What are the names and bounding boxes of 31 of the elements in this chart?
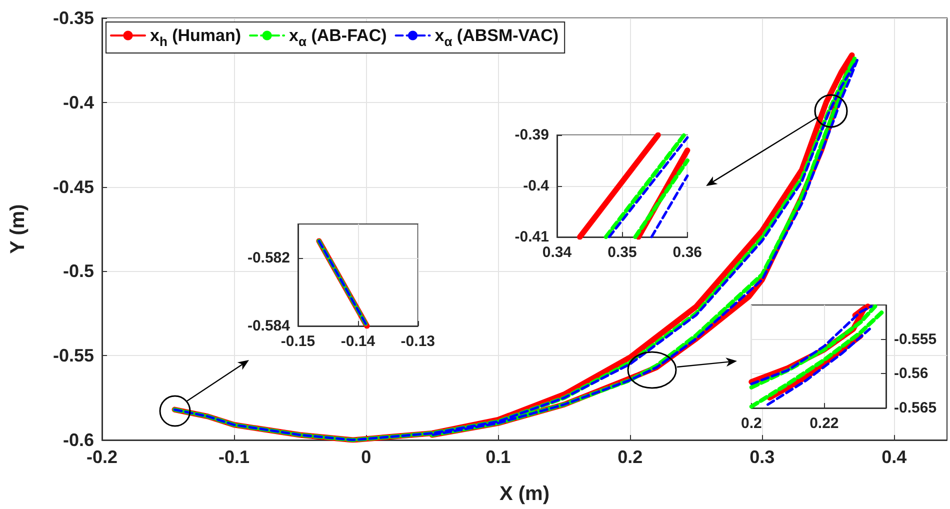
x-tick-label: 0.36 [672,244,702,261]
x-tick-label: -0.15 [280,333,316,350]
y-tick-label: -0.6 [62,430,94,450]
y-tick-label: -0.5 [62,261,94,282]
y-tick-label: -0.41 [514,228,549,246]
x-tick-label: 0.22 [810,415,839,432]
x-tick-label: 0.1 [486,447,511,467]
y-tick-label: -0.45 [52,176,94,197]
x-tick-label: 0.3 [750,447,775,467]
y-axis-title: Y (m) [7,204,29,254]
y-tick-label: -0.582 [247,250,290,266]
x-tick-label: -0.2 [86,447,118,467]
y-tick-label: -0.55 [52,346,94,366]
x-tick-label: -0.14 [340,333,376,350]
x-tick-label: 0.2 [618,447,643,467]
x-tick-label: -0.1 [218,447,250,467]
x-tick-label: 0.4 [882,447,907,467]
x-axis-title: X (m) [500,483,550,505]
y-tick-label: -0.4 [62,92,94,112]
x-tick-label: -0.13 [400,333,436,350]
x-tick-label: 0.2 [740,415,762,432]
y-tick-label: -0.565 [894,400,937,416]
y-tick-label: -0.35 [52,8,94,28]
x-tick-label: 0 [361,447,372,467]
x-tick-label: 0.35 [608,244,637,261]
x-tick-label: 0.34 [542,244,572,261]
y-tick-label: -0.584 [247,318,291,334]
y-tick-label: -0.56 [894,365,928,382]
y-tick-label: -0.39 [514,126,549,144]
y-tick-label: -0.4 [523,178,550,194]
y-tick-label: -0.555 [894,330,937,348]
